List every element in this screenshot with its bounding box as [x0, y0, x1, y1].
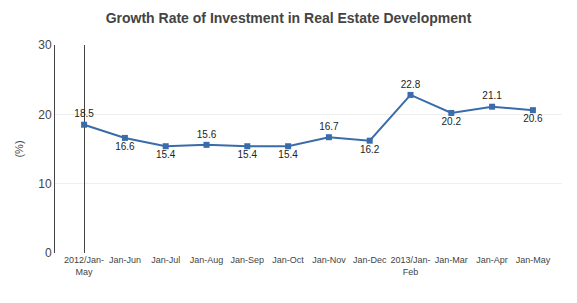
svg-text:16.7: 16.7: [319, 121, 339, 132]
svg-text:0: 0: [45, 246, 52, 260]
svg-text:30: 30: [38, 38, 52, 52]
svg-text:Jan-Jun: Jan-Jun: [109, 255, 141, 265]
svg-text:15.6: 15.6: [197, 129, 217, 140]
svg-text:18.5: 18.5: [74, 108, 94, 119]
svg-text:Growth Rate of Investment in R: Growth Rate of Investment in Real Estate…: [106, 10, 472, 26]
svg-text:15.4: 15.4: [278, 149, 298, 160]
svg-text:22.8: 22.8: [401, 79, 421, 90]
svg-text:Jan-Oct: Jan-Oct: [272, 255, 304, 265]
svg-text:2012/Jan-May: 2012/Jan-May: [64, 255, 104, 277]
svg-text:15.4: 15.4: [238, 149, 258, 160]
svg-text:15.4: 15.4: [156, 149, 176, 160]
svg-text:Jan-Jul: Jan-Jul: [151, 255, 180, 265]
svg-text:(%): (%): [13, 140, 25, 157]
svg-text:20.2: 20.2: [442, 116, 462, 127]
svg-text:Jan-Mar: Jan-Mar: [435, 255, 468, 265]
svg-text:16.6: 16.6: [115, 141, 135, 152]
svg-text:20: 20: [38, 108, 52, 122]
svg-text:10: 10: [38, 177, 52, 191]
svg-text:Jan-May: Jan-May: [516, 255, 551, 265]
svg-text:Jan-Dec: Jan-Dec: [353, 255, 387, 265]
svg-text:Jan-Sep: Jan-Sep: [231, 255, 265, 265]
svg-text:21.1: 21.1: [482, 90, 502, 101]
svg-text:Jan-Apr: Jan-Apr: [476, 255, 508, 265]
svg-text:Jan-Nov: Jan-Nov: [312, 255, 346, 265]
svg-text:20.6: 20.6: [523, 113, 543, 124]
svg-text:Jan-Aug: Jan-Aug: [190, 255, 224, 265]
svg-text:16.2: 16.2: [360, 144, 380, 155]
svg-text:2013/Jan-Feb: 2013/Jan-Feb: [390, 255, 430, 277]
